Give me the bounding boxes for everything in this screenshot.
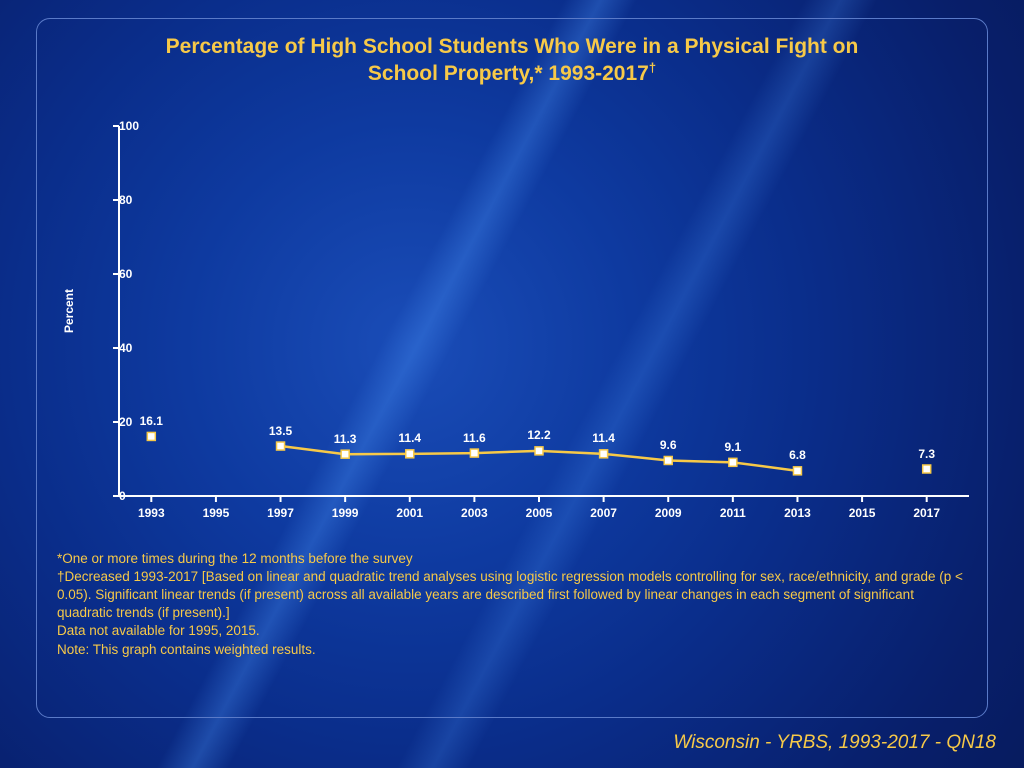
data-point-label: 9.1 — [725, 440, 742, 454]
title-dagger: † — [649, 60, 656, 75]
x-tick-label: 1993 — [138, 506, 165, 520]
data-point-label: 11.3 — [334, 432, 357, 446]
slide-panel: Percentage of High School Students Who W… — [36, 18, 988, 718]
data-point-label: 13.5 — [269, 424, 292, 438]
data-point-label: 6.8 — [789, 448, 806, 462]
title-line2: School Property,* 1993-2017 — [368, 62, 649, 85]
footnote-4: Note: This graph contains weighted resul… — [57, 641, 967, 659]
data-point-label: 16.1 — [140, 414, 163, 428]
title-line1: Percentage of High School Students Who W… — [166, 35, 859, 58]
x-tick-label: 2001 — [396, 506, 423, 520]
x-tick-label: 1999 — [332, 506, 359, 520]
x-tick-label: 1997 — [267, 506, 294, 520]
x-tick-label: 2013 — [784, 506, 811, 520]
source-citation: Wisconsin - YRBS, 1993-2017 - QN18 — [673, 732, 996, 754]
data-point-label: 11.4 — [398, 431, 421, 445]
data-point-label: 9.6 — [660, 438, 677, 452]
x-tick-label: 2009 — [655, 506, 682, 520]
x-tick-label: 2015 — [849, 506, 876, 520]
footnote-2: †Decreased 1993-2017 [Based on linear an… — [57, 568, 967, 623]
data-point-label: 11.4 — [592, 431, 615, 445]
data-point-label: 11.6 — [463, 431, 486, 445]
y-axis-label: Percent — [62, 289, 76, 333]
data-point-label: 12.2 — [527, 428, 550, 442]
x-tick-label: 1995 — [203, 506, 230, 520]
x-tick-label: 2017 — [913, 506, 940, 520]
chart-title: Percentage of High School Students Who W… — [97, 33, 927, 88]
footnote-1: *One or more times during the 12 months … — [57, 550, 967, 568]
x-tick-label: 2003 — [461, 506, 488, 520]
footnote-3: Data not available for 1995, 2015. — [57, 622, 967, 640]
footnotes: *One or more times during the 12 months … — [57, 550, 967, 659]
line-chart: Percent 02040608010019931995199719992001… — [99, 126, 969, 496]
x-tick-label: 2011 — [720, 506, 746, 520]
x-tick-label: 2005 — [526, 506, 553, 520]
data-point-label: 7.3 — [918, 447, 935, 461]
x-tick-label: 2007 — [590, 506, 617, 520]
